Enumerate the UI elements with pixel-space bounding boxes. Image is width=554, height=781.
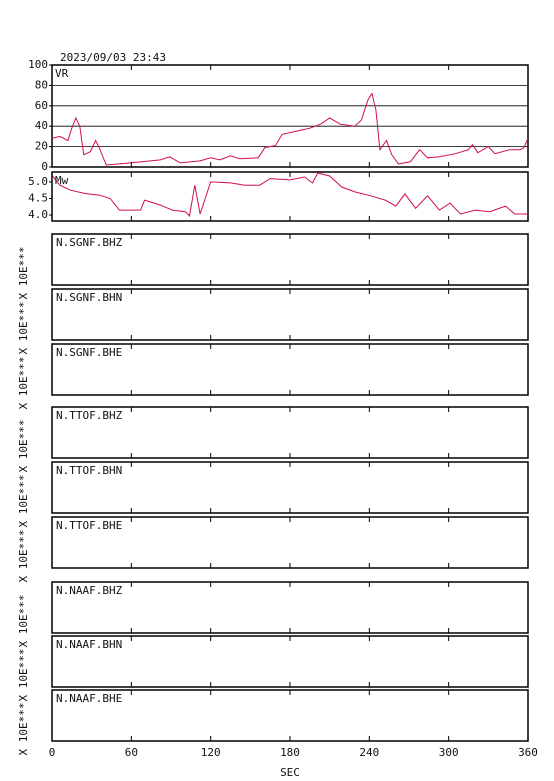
panel-frame xyxy=(51,64,529,168)
trace-label: N.NAAF.BHZ xyxy=(56,584,123,597)
y-tick-label: 60 xyxy=(35,99,48,112)
trace-frame xyxy=(51,635,529,688)
trace-scale: X 10E*** xyxy=(17,420,30,473)
x-tick-label: 180 xyxy=(280,746,300,759)
trace-frame xyxy=(51,461,529,514)
y-tick-label: 20 xyxy=(35,140,48,153)
x-tick-label: 0 xyxy=(49,746,56,759)
trace-frame xyxy=(51,406,529,459)
panel-label: VR xyxy=(55,67,69,80)
trace-scale: X 10E*** xyxy=(17,649,30,702)
trace-frame xyxy=(51,516,529,569)
x-tick-label: 60 xyxy=(125,746,138,759)
trace-frame xyxy=(51,689,529,742)
trace-scale: X 10E*** xyxy=(17,247,30,300)
trace-frame xyxy=(51,581,529,634)
y-tick-label: 0 xyxy=(41,160,48,173)
trace-scale: X 10E*** xyxy=(17,703,30,756)
trace-frame xyxy=(51,343,529,396)
trace-label: N.SGNF.BHN xyxy=(56,291,122,304)
trace-frame xyxy=(51,288,529,341)
y-tick-label: 100 xyxy=(28,58,48,71)
trace-label: N.NAAF.BHE xyxy=(56,692,122,705)
trace-label: N.TTOF.BHZ xyxy=(56,409,123,422)
timestamp: 2023/09/03 23:43 xyxy=(60,51,166,64)
x-tick-label: 360 xyxy=(518,746,538,759)
trace-label: N.TTOF.BHE xyxy=(56,519,122,532)
y-tick-label: 4.5 xyxy=(28,191,48,204)
trace-scale: X 10E*** xyxy=(17,530,30,583)
x-axis-label: SEC xyxy=(280,766,300,779)
y-tick-label: 4.0 xyxy=(28,208,48,221)
y-tick-label: 40 xyxy=(35,119,48,132)
data-line xyxy=(51,172,528,218)
y-tick-label: 5.0 xyxy=(28,175,48,188)
trace-scale: X 10E*** xyxy=(17,302,30,355)
trace-label: N.SGNF.BHE xyxy=(56,346,122,359)
trace-label: N.SGNF.BHZ xyxy=(56,236,123,249)
x-tick-label: 240 xyxy=(359,746,379,759)
trace-scale: X 10E*** xyxy=(17,595,30,648)
trace-scale: X 10E*** xyxy=(17,357,30,410)
y-tick-label: 80 xyxy=(35,78,48,91)
trace-frame xyxy=(51,233,529,286)
panel-label: Mw xyxy=(55,174,69,187)
trace-label: N.TTOF.BHN xyxy=(56,464,122,477)
x-tick-label: 120 xyxy=(201,746,221,759)
panel-frame xyxy=(51,171,529,222)
trace-scale: X 10E*** xyxy=(17,475,30,528)
trace-label: N.NAAF.BHN xyxy=(56,638,122,651)
data-line xyxy=(51,92,529,166)
x-tick-label: 300 xyxy=(439,746,459,759)
